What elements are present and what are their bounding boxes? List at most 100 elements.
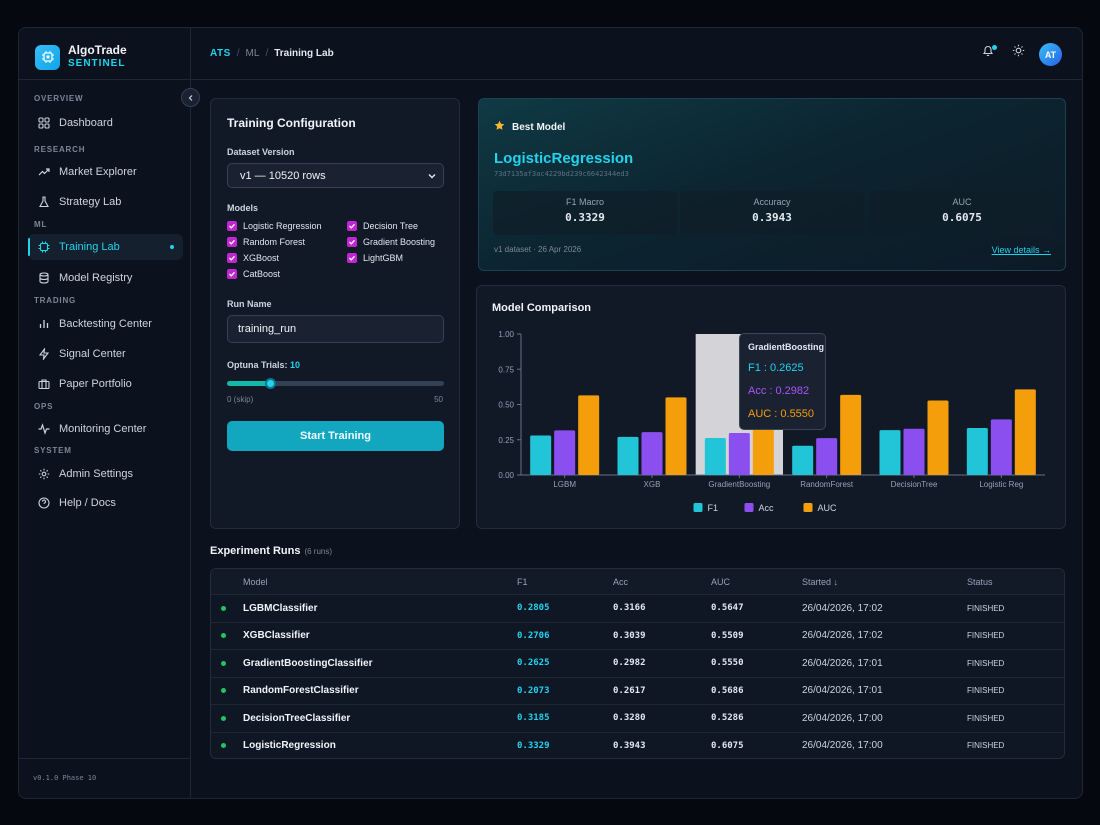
checkbox-checked-icon [227,253,237,263]
model-checkbox-lightgbm[interactable]: LightGBM [347,253,403,263]
model-checkbox-random-forest[interactable]: Random Forest [227,237,305,247]
column-header-model[interactable]: Model [243,576,268,587]
best-model-footer: v1 dataset · 26 Apr 2026 [494,245,582,254]
cell-status: FINISHED [967,686,1005,696]
checkbox-label: XGBoost [243,253,280,263]
checkbox-label: Logistic Regression [243,221,322,231]
run-name-input[interactable]: training_run [227,315,444,343]
table-row[interactable]: LogisticRegression 0.3329 0.3943 0.6075 26/0… [211,731,1064,759]
cell-f1: 0.2706 [517,630,550,641]
divider [19,79,191,80]
column-header-auc[interactable]: AUC [711,576,731,587]
bar-acc-1 [641,432,663,475]
table-row[interactable]: RandomForestClassifier 0.2073 0.2617 0.5686… [211,676,1064,705]
bar-chart-icon [37,317,51,331]
model-checkbox-xgboost[interactable]: XGBoost [227,253,279,263]
sidebar-item-dashboard[interactable]: Dashboard [28,110,183,136]
bar-auc-4 [927,400,949,475]
experiment-runs-title: Experiment Runs (6 runs) [210,545,332,557]
breadcrumb-ml[interactable]: ML [245,48,260,59]
tooltip-line-f1: F1 : 0.2625 [748,362,804,374]
slider-fill [227,381,271,386]
model-comparison-card: Model Comparison 0.00 0.25 0.50 0.75 1.00 LGB… [476,285,1066,529]
theme-toggle-button[interactable] [1011,44,1025,62]
view-details-link[interactable]: View details → [991,245,1051,255]
cell-started: 26/04/2026, 17:01 [802,657,883,669]
bar-f1-5 [966,428,988,475]
cell-status: FINISHED [967,658,1005,668]
sidebar-item-market-explorer[interactable]: Market Explorer [28,159,183,185]
experiment-runs-count: (6 runs) [304,547,333,556]
legend-label-auc: AUC [818,503,838,513]
column-header-acc[interactable]: Acc [613,576,629,587]
sidebar-item-training-lab[interactable]: Training Lab [28,234,183,260]
column-header-status[interactable]: Status [967,576,993,587]
table-row[interactable]: LGBMClassifier 0.2805 0.3166 0.5647 26/04/20… [211,594,1064,622]
model-checkbox-catboost[interactable]: CatBoost [227,269,280,279]
cell-f1: 0.3185 [517,713,550,724]
sun-icon [1012,44,1025,62]
sidebar-item-model-registry[interactable]: Model Registry [28,265,183,291]
x-tick-label: RandomForest [800,480,854,489]
collapse-sidebar-button[interactable] [181,88,200,107]
metric-value: 0.6075 [942,211,982,224]
sidebar-item-backtesting-center[interactable]: Backtesting Center [28,311,183,337]
dataset-select[interactable]: v1 — 10520 rows [227,163,444,188]
cell-acc: 0.3166 [613,603,646,614]
breadcrumb: ATS / ML / Training Lab [210,48,334,59]
table-row[interactable]: XGBClassifier 0.2706 0.3039 0.5509 26/04/202… [211,621,1064,650]
chevron-down-icon [427,171,437,184]
optuna-trials-label: Optuna Trials: 10 [227,360,300,370]
table-row[interactable]: GradientBoostingClassifier 0.2625 0.2982 0.… [211,649,1064,677]
experiment-runs-table: Model F1 Acc AUC Started ↓ Status LGBMCl… [210,568,1065,759]
column-header-f1[interactable]: F1 [517,576,528,587]
notifications-button[interactable] [981,45,997,60]
sidebar-item-strategy-lab[interactable]: Strategy Lab [28,189,183,215]
sidebar-item-label: Market Explorer [59,166,137,178]
best-model-label: Best Model [512,121,566,133]
sidebar-item-paper-portfolio[interactable]: Paper Portfolio [28,371,183,397]
cell-auc: 0.5647 [711,603,744,614]
sidebar-item-signal-center[interactable]: Signal Center [28,341,183,367]
sidebar-item-monitoring-center[interactable]: Monitoring Center [28,416,183,442]
bar-acc-4 [903,428,925,475]
notification-badge [992,45,997,50]
checkbox-checked-icon [227,269,237,279]
metric-auc: AUC 0.6075 [870,191,1054,235]
optuna-trials-slider[interactable] [227,378,444,389]
activity-icon [37,422,51,436]
cell-started: 26/04/2026, 17:02 [802,602,883,614]
sidebar-item-admin-settings[interactable]: Admin Settings [28,461,183,487]
cell-model: RandomForestClassifier [243,685,359,697]
card-title: Training Configuration [227,116,356,130]
active-indicator [170,245,174,249]
table-header-row: Model F1 Acc AUC Started ↓ Status [211,569,1064,594]
bar-auc-5 [1014,389,1036,475]
logo-icon [35,44,60,70]
bar-auc-0 [578,395,600,475]
legend-label-f1: F1 [708,503,719,513]
model-checkbox-logistic-regression[interactable]: Logistic Regression [227,221,322,231]
slider-handle[interactable] [265,378,277,389]
table-row[interactable]: DecisionTreeClassifier 0.3185 0.3280 0.5286… [211,704,1064,732]
models-label: Models [227,203,259,213]
experiment-runs-heading: Experiment Runs [210,545,301,557]
cell-acc: 0.3039 [613,630,646,641]
brand[interactable]: AlgoTrade SENTINEL [35,42,127,72]
section-overview: OVERVIEW [34,94,84,103]
start-training-button[interactable]: Start Training [227,421,444,451]
cell-model: LGBMClassifier [243,602,318,614]
best-model-hash: 73d7135af3ac4229bd239c6642344ed3 [494,170,629,178]
breadcrumb-root[interactable]: ATS [210,48,231,59]
model-comparison-chart[interactable]: 0.00 0.25 0.50 0.75 1.00 LGBM XGB GradientBoost… [477,286,1065,528]
avatar[interactable]: AT [1039,43,1062,66]
breadcrumb-separator: / [265,48,269,59]
flask-icon [37,195,51,209]
sidebar-item-label: Backtesting Center [59,318,152,330]
sidebar-item-help-docs[interactable]: Help / Docs [28,490,183,516]
model-checkbox-gradient-boosting[interactable]: Gradient Boosting [347,237,435,247]
status-dot-icon [221,660,226,666]
model-checkbox-decision-tree[interactable]: Decision Tree [347,221,418,231]
column-header-started[interactable]: Started ↓ [802,576,839,587]
cell-status: FINISHED [967,603,1005,613]
